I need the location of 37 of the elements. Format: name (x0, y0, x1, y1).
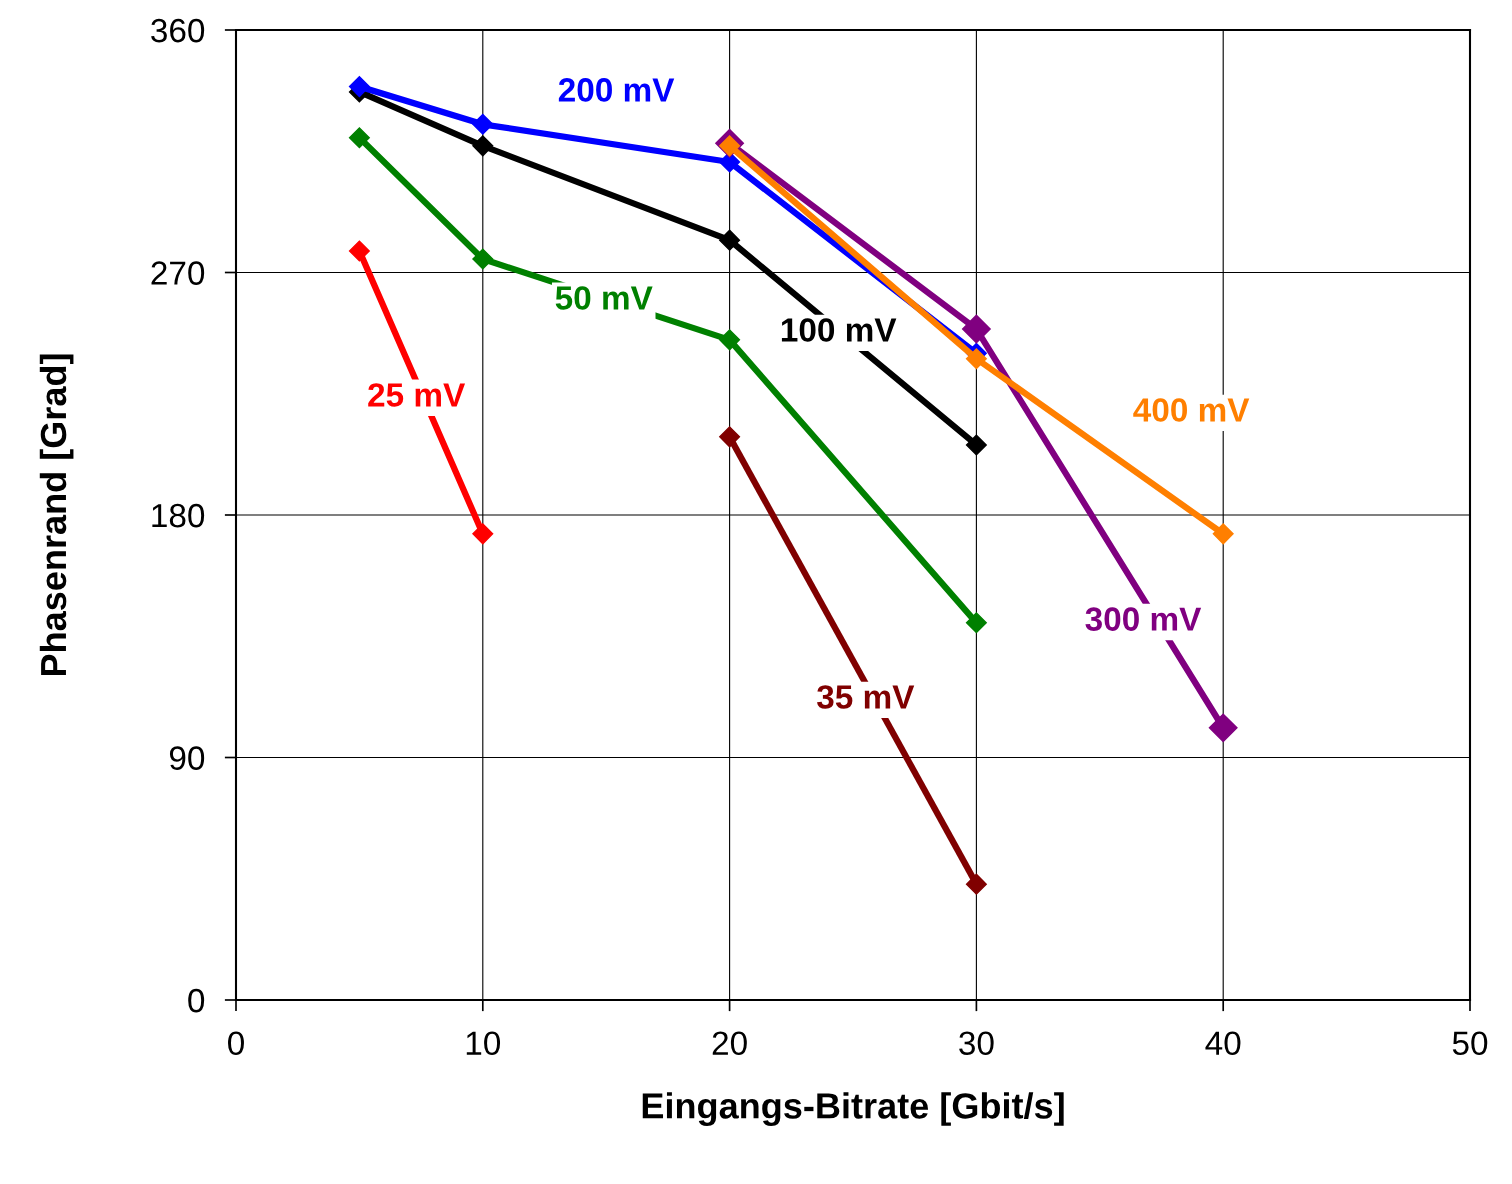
point (348, 240, 370, 262)
series-label: 400 mV (1133, 398, 1250, 422)
point (719, 229, 741, 251)
point (961, 314, 991, 344)
x-tick-label: 30 (959, 1031, 994, 1056)
series-label: 50 mV (555, 286, 653, 310)
series-label: 300 mV (1085, 607, 1202, 631)
x-tick-label: 50 (1452, 1031, 1488, 1056)
point (965, 434, 987, 456)
point (719, 329, 741, 351)
y-tick-label: 360 (151, 18, 205, 43)
y-axis-title: Phasenrand [Grad] (39, 354, 74, 676)
series-label: 100 mV (781, 318, 897, 342)
point (472, 135, 494, 157)
point (1212, 523, 1234, 545)
point (965, 873, 987, 895)
point (348, 127, 370, 149)
point (1208, 713, 1238, 743)
y-tick-label: 270 (151, 261, 205, 285)
point (719, 426, 741, 448)
x-tick-label: 20 (712, 1031, 747, 1056)
point (965, 612, 987, 634)
x-tick-label: 40 (1205, 1031, 1241, 1056)
x-axis-title: Eingangs-Bitrate [Gbit/s] (642, 1092, 1064, 1126)
point (965, 348, 987, 370)
y-tick-label: 180 (152, 503, 205, 528)
point (472, 113, 494, 135)
y-tick-label: 0 (188, 988, 205, 1013)
point (472, 248, 494, 270)
point (472, 523, 494, 545)
series-label: 35 mV (817, 685, 915, 709)
series-label: 200 mV (558, 78, 675, 102)
series-label: 25 mV (368, 383, 466, 407)
x-tick-label: 0 (228, 1031, 244, 1056)
y-tick-label: 90 (169, 746, 205, 770)
point (348, 76, 370, 98)
x-tick-label: 10 (466, 1031, 501, 1056)
